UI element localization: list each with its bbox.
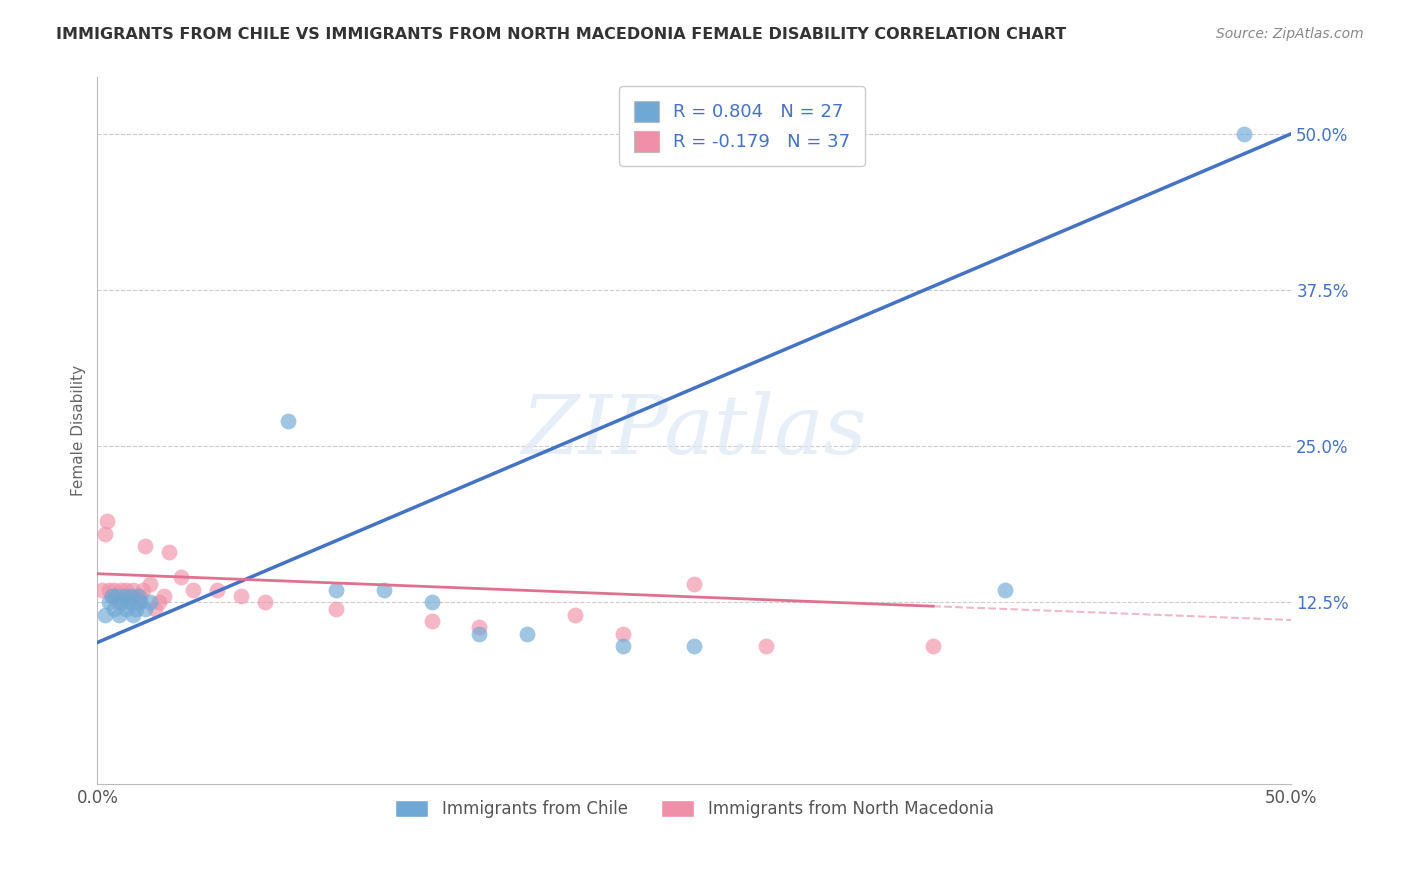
Point bbox=[253, 595, 276, 609]
Point bbox=[170, 570, 193, 584]
Point bbox=[420, 595, 443, 609]
Point bbox=[157, 545, 180, 559]
Point bbox=[129, 595, 152, 609]
Point bbox=[132, 582, 155, 597]
Point bbox=[124, 589, 146, 603]
Point bbox=[153, 589, 176, 603]
Point bbox=[115, 582, 138, 597]
Point bbox=[96, 514, 118, 528]
Point bbox=[117, 589, 139, 603]
Point bbox=[93, 607, 115, 622]
Point bbox=[103, 582, 125, 597]
Text: ZIPatlas: ZIPatlas bbox=[522, 391, 868, 471]
Point bbox=[115, 601, 138, 615]
Point bbox=[468, 620, 491, 634]
Point bbox=[229, 589, 252, 603]
Point bbox=[420, 614, 443, 628]
Point bbox=[612, 626, 634, 640]
Point bbox=[922, 639, 945, 653]
Point bbox=[755, 639, 778, 653]
Point bbox=[134, 539, 156, 553]
Point bbox=[100, 589, 122, 603]
Legend: Immigrants from Chile, Immigrants from North Macedonia: Immigrants from Chile, Immigrants from N… bbox=[388, 793, 1000, 825]
Point bbox=[139, 595, 162, 609]
Point bbox=[100, 589, 122, 603]
Point bbox=[110, 595, 132, 609]
Point bbox=[105, 589, 128, 603]
Point bbox=[994, 582, 1017, 597]
Point bbox=[143, 601, 166, 615]
Point bbox=[277, 414, 299, 428]
Text: Source: ZipAtlas.com: Source: ZipAtlas.com bbox=[1216, 27, 1364, 41]
Point bbox=[98, 595, 121, 609]
Point bbox=[205, 582, 228, 597]
Point bbox=[373, 582, 395, 597]
Point bbox=[516, 626, 538, 640]
Point bbox=[127, 589, 149, 603]
Point bbox=[181, 582, 204, 597]
Point bbox=[110, 582, 132, 597]
Point bbox=[122, 582, 145, 597]
Point bbox=[468, 626, 491, 640]
Point bbox=[683, 639, 706, 653]
Y-axis label: Female Disability: Female Disability bbox=[72, 365, 86, 496]
Point bbox=[103, 601, 125, 615]
Point bbox=[112, 589, 135, 603]
Point bbox=[612, 639, 634, 653]
Point bbox=[325, 582, 347, 597]
Point bbox=[98, 582, 121, 597]
Point bbox=[129, 589, 152, 603]
Point bbox=[325, 601, 347, 615]
Text: IMMIGRANTS FROM CHILE VS IMMIGRANTS FROM NORTH MACEDONIA FEMALE DISABILITY CORRE: IMMIGRANTS FROM CHILE VS IMMIGRANTS FROM… bbox=[56, 27, 1067, 42]
Point bbox=[105, 589, 128, 603]
Point bbox=[120, 595, 142, 609]
Point bbox=[117, 595, 139, 609]
Point bbox=[108, 595, 131, 609]
Point bbox=[93, 526, 115, 541]
Point bbox=[124, 601, 146, 615]
Point bbox=[683, 576, 706, 591]
Point bbox=[120, 589, 142, 603]
Point bbox=[122, 607, 145, 622]
Point bbox=[112, 589, 135, 603]
Point bbox=[134, 601, 156, 615]
Point bbox=[139, 576, 162, 591]
Point bbox=[108, 607, 131, 622]
Point bbox=[127, 595, 149, 609]
Point bbox=[148, 595, 170, 609]
Point bbox=[564, 607, 586, 622]
Point bbox=[91, 582, 114, 597]
Point bbox=[1232, 127, 1254, 141]
